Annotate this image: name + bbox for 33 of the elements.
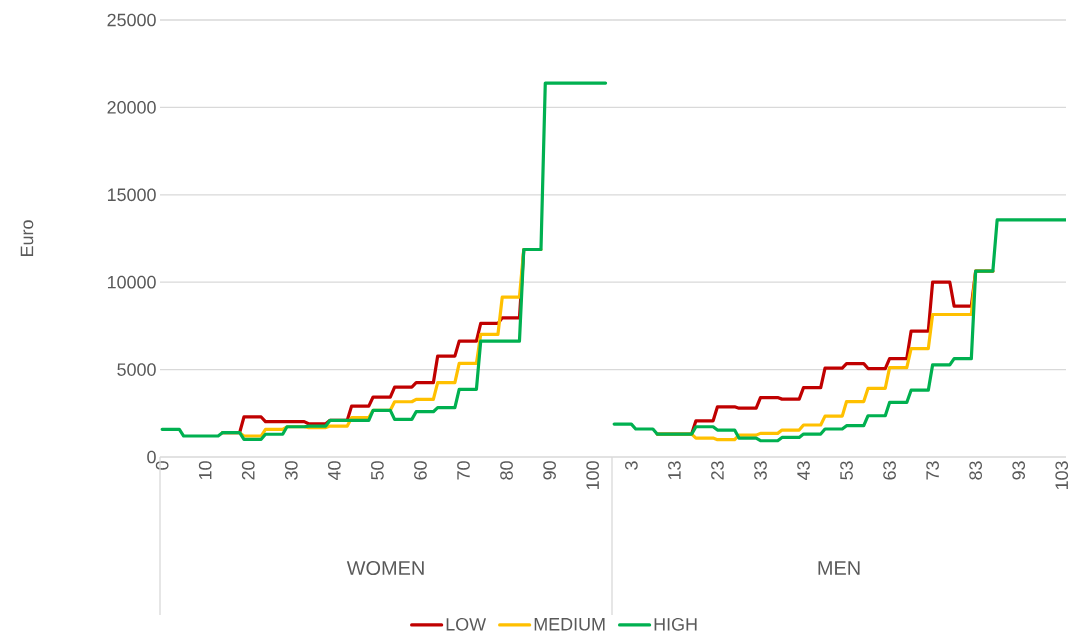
x-tick-label: 13 — [668, 461, 681, 480]
x-tick-label: 63 — [883, 461, 896, 480]
legend-label: MEDIUM — [534, 618, 605, 631]
x-tick-label: 10 — [198, 461, 212, 480]
x-tick-label: 100 — [586, 461, 599, 490]
y-tick-label: 20000 — [107, 101, 156, 114]
x-tick-label: 40 — [327, 461, 341, 481]
legend-label: LOW — [446, 617, 487, 631]
x-tick-label: 0 — [155, 461, 169, 470]
x-tick-label: 50 — [371, 461, 384, 480]
y-tick-label: 25000 — [107, 13, 156, 27]
x-tick-label: 83 — [969, 461, 982, 480]
x-tick-label: 30 — [284, 461, 298, 480]
x-tick-label: 33 — [754, 461, 767, 480]
legend-label: HIGH — [654, 617, 697, 631]
x-tick-label: 103 — [1055, 461, 1069, 490]
y-tick-label: 5000 — [117, 363, 156, 376]
x-tick-label: 3 — [625, 461, 638, 470]
x-tick-label: 20 — [241, 461, 255, 480]
x-tick-label: 23 — [711, 461, 724, 480]
x-tick-label: 53 — [840, 461, 853, 480]
x-tick-label: 90 — [543, 461, 556, 480]
x-tick-label: 80 — [500, 461, 513, 480]
y-tick-label: 15000 — [107, 188, 156, 202]
x-axis-title: WOMEN — [346, 560, 424, 576]
x-tick-label: 73 — [926, 461, 939, 480]
x-tick-label: 93 — [1012, 461, 1026, 480]
x-tick-label: 60 — [414, 461, 427, 480]
x-tick-label: 43 — [797, 461, 810, 481]
x-tick-label: 70 — [457, 461, 470, 480]
x-axis-title: MEN — [818, 561, 860, 575]
y-axis-title: Euro — [20, 220, 34, 256]
y-tick-label: 10000 — [107, 275, 156, 289]
